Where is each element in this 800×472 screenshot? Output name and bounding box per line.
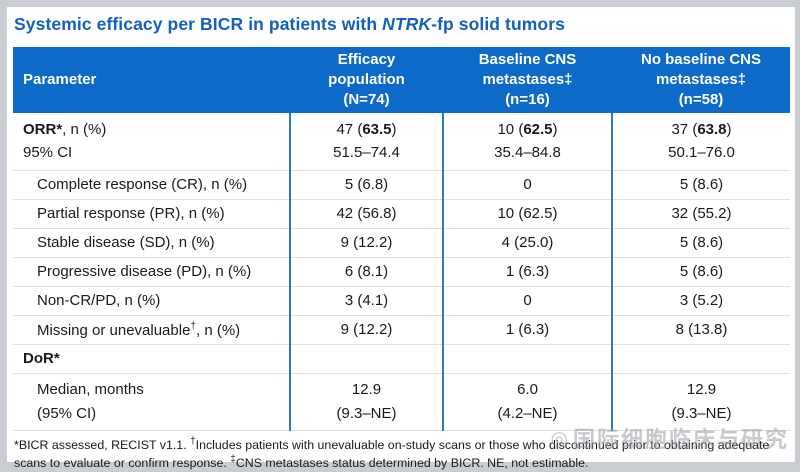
table-row-complete-response: Complete response (CR), n (%) 5 (6.8) 0 … [13,170,790,199]
title-prefix: Systemic efficacy per BICR in patients w… [14,14,383,34]
table-row-partial-response: Partial response (PR), n (%) 42 (56.8) 1… [13,199,790,228]
title-gene: NTRK [382,14,432,34]
page-title: Systemic efficacy per BICR in patients w… [14,14,795,35]
header-no-baseline-cns: No baseline CNS metastases‡ (n=58) [612,47,790,113]
orr-value-efficacy: 47 (63.5) 51.5–74.4 [289,113,443,170]
median-value-baseline: 6.0 (4.2–NE) [442,373,612,430]
median-value-no-baseline: 12.9 (9.3–NE) [611,373,790,430]
table-row-orr: ORR*, n (%) 95% CI 47 (63.5) 51.5–74.4 1… [13,113,790,170]
table-header-row: Parameter Efficacy population (N=74) Bas… [13,47,790,113]
efficacy-table: Parameter Efficacy population (N=74) Bas… [13,47,790,431]
median-value-efficacy: 12.9 (9.3–NE) [289,373,443,430]
table-row-dor: DoR* [13,344,790,373]
header-parameter: Parameter [13,47,290,113]
table-row-progressive-disease: Progressive disease (PD), n (%) 6 (8.1) … [13,257,790,286]
header-baseline-cns: Baseline CNS metastases‡ (n=16) [443,47,612,113]
orr-value-baseline: 10 (62.5) 35.4–84.8 [442,113,612,170]
header-efficacy-population: Efficacy population (N=74) [290,47,443,113]
table-row-missing-unevaluable: Missing or unevaluable†, n (%) 9 (12.2) … [13,315,790,344]
title-suffix: -fp solid tumors [431,14,565,34]
table-row-stable-disease: Stable disease (SD), n (%) 9 (12.2) 4 (2… [13,228,790,257]
orr-label: ORR*, n (%) 95% CI [23,121,107,162]
table-row-median-dor: Median, months (95% CI) 12.9 (9.3–NE) 6.… [13,373,790,430]
slide-page: Systemic efficacy per BICR in patients w… [7,7,795,470]
orr-value-no-baseline: 37 (63.8) 50.1–76.0 [611,113,790,170]
table-row-non-cr-pd: Non-CR/PD, n (%) 3 (4.1) 0 3 (5.2) [13,286,790,315]
footnote: *BICR assessed, RECIST v1.1. †Includes p… [14,435,770,470]
median-label: Median, months (95% CI) [37,381,144,422]
